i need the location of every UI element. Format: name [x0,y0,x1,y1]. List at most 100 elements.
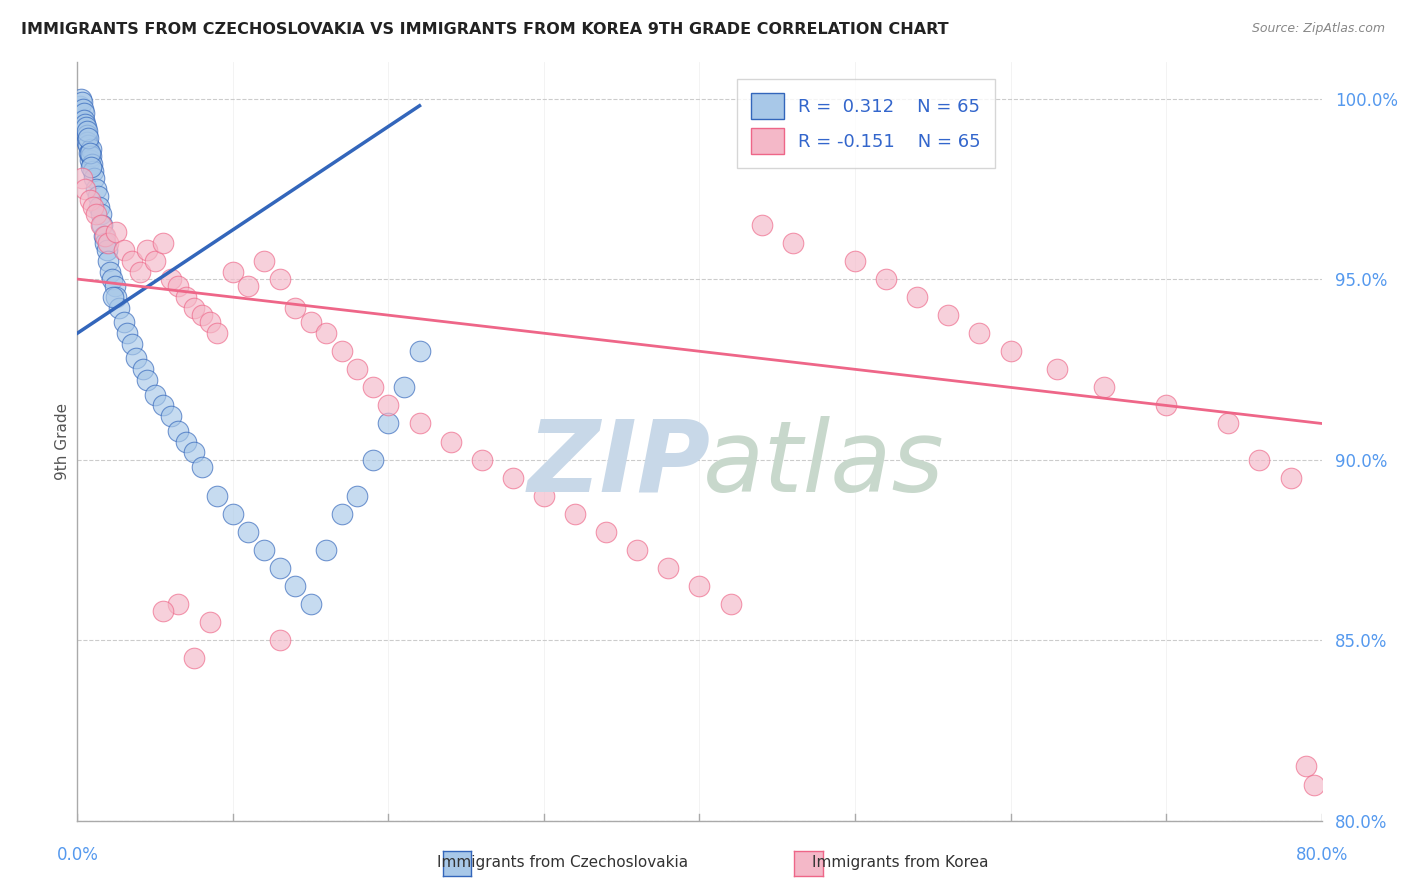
Point [79,145,101,160]
Point [253,254,276,268]
Point [77,138,100,153]
Point [198,615,221,629]
Point [1000,344,1022,359]
Point [115,326,138,341]
Point [174,290,197,304]
Point [844,254,866,268]
Point [167,597,190,611]
Point [76,128,98,142]
Point [284,301,307,315]
Point [69,110,91,124]
Point [330,344,353,359]
Point [72,103,94,117]
Point [1154,399,1177,413]
Legend: R =  0.312    N = 65, R = -0.151    N = 65: R = 0.312 N = 65, R = -0.151 N = 65 [737,79,995,168]
Point [77,131,100,145]
Point [299,315,322,329]
Point [84,182,107,196]
Point [82,163,104,178]
Point [183,651,205,665]
Point [143,387,166,401]
Point [1249,452,1271,467]
Point [79,153,101,167]
Point [79,193,101,207]
Point [377,399,399,413]
Point [1218,417,1240,431]
Point [93,228,115,243]
Point [76,135,98,149]
Point [315,326,337,341]
Point [90,218,112,232]
Point [128,265,150,279]
Point [299,597,322,611]
Point [207,489,229,503]
Point [121,254,143,268]
Point [626,542,648,557]
Point [936,308,959,322]
Point [75,120,97,135]
Point [98,265,121,279]
Point [82,156,104,170]
Point [284,579,307,593]
Point [191,459,214,474]
Point [159,409,181,424]
Point [82,200,104,214]
Point [70,91,93,105]
Point [238,279,260,293]
Point [125,351,148,366]
Point [751,218,773,232]
Point [408,417,430,431]
Point [905,290,928,304]
Point [1046,362,1069,376]
Point [152,235,174,250]
Point [238,524,260,539]
Point [408,344,430,359]
Point [361,380,384,394]
Point [83,171,105,186]
Point [198,315,221,329]
Point [73,113,96,128]
Point [72,106,94,120]
Point [101,290,124,304]
Text: Immigrants from Korea: Immigrants from Korea [811,855,988,870]
Point [76,124,98,138]
Point [97,235,120,250]
Point [136,243,159,257]
Point [152,604,174,618]
Point [533,489,555,503]
Y-axis label: 9th Grade: 9th Grade [55,403,70,480]
Point [361,452,384,467]
Point [183,445,205,459]
Point [1092,380,1115,394]
Point [105,225,128,239]
Point [75,182,97,196]
Point [100,272,122,286]
Point [143,254,166,268]
Point [108,301,131,315]
Point [564,507,586,521]
Point [377,417,399,431]
Point [91,218,114,232]
Point [75,117,97,131]
Point [80,149,103,163]
Point [689,579,711,593]
Point [70,95,93,110]
Text: 80.0%: 80.0% [1295,846,1348,864]
Point [315,542,337,557]
Text: 0.0%: 0.0% [56,846,98,864]
Point [105,290,128,304]
Point [1302,778,1324,792]
Point [152,399,174,413]
Point [269,561,291,575]
Point [875,272,897,286]
Point [222,507,245,521]
Point [167,279,190,293]
Point [96,243,118,257]
Point [90,207,112,221]
Point [121,337,143,351]
Point [222,265,245,279]
Point [112,243,135,257]
Point [502,470,524,484]
Text: Source: ZipAtlas.com: Source: ZipAtlas.com [1251,22,1385,36]
Point [1295,759,1317,773]
